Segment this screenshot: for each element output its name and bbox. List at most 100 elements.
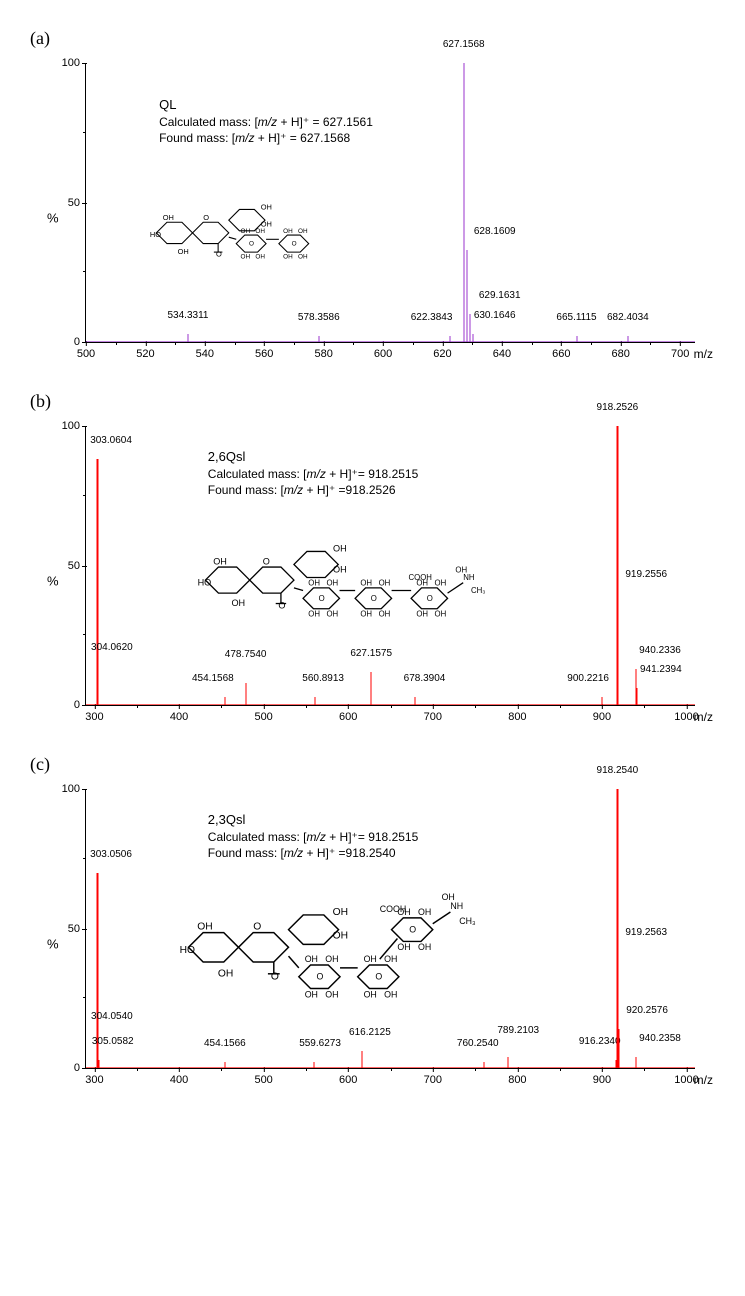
peak-label: 789.2103 [497,1025,539,1036]
x-tick: 900 [593,705,611,723]
x-tick-minor [472,342,473,345]
peak-bar [224,697,225,705]
peak-bar [449,336,450,342]
svg-text:OH: OH [213,557,227,567]
svg-text:OH: OH [379,610,391,619]
x-tick: 700 [424,1068,442,1086]
svg-text:OH: OH [308,610,320,619]
x-tick-minor [221,1068,222,1071]
peak-label: 920.2576 [626,1005,668,1016]
peak-bar [245,683,246,705]
peak-label: 629.1631 [479,290,521,301]
peak-label: 478.7540 [225,649,267,660]
x-tick: 680 [612,342,630,360]
compound-name: 2,3Qsl [208,811,418,829]
y-tick-minor [83,132,86,133]
x-tick: 400 [170,705,188,723]
peak-label: 560.8913 [302,673,344,684]
x-tick-minor [532,342,533,345]
svg-text:OH: OH [305,989,318,999]
x-tick-minor [391,1068,392,1071]
baseline [86,1067,695,1068]
calculated-mass: Calculated mass: [m/z + H]⁺= 918.2515 [208,829,418,845]
x-tick-minor [391,705,392,708]
svg-text:O: O [278,601,285,611]
x-tick-minor [475,705,476,708]
found-mass: Found mass: [m/z + H]⁺ = 627.1568 [159,130,373,146]
x-tick: 700 [671,342,689,360]
x-tick: 500 [254,705,272,723]
svg-text:O: O [291,241,296,248]
peak-label: 304.0540 [91,1011,133,1022]
y-axis-label: % [47,574,59,589]
peak-bar [619,1029,620,1068]
x-tick: 600 [374,342,392,360]
x-tick-minor [591,342,592,345]
svg-text:NH: NH [463,573,474,582]
svg-text:O: O [253,921,261,932]
svg-text:O: O [317,971,324,981]
peak-label: 918.2540 [597,765,639,776]
x-tick: 560 [255,342,273,360]
svg-text:OH: OH [333,544,347,554]
structure-a: HOOHOO OHOHOH OHOH OHOH O OHOH OHOH O [135,169,391,286]
x-tick: 300 [85,705,103,723]
peak-bar [508,1057,509,1068]
svg-text:COOH: COOH [380,904,407,914]
x-tick: 620 [433,342,451,360]
x-tick-minor [137,705,138,708]
structure-b: HOOHOO OHOHOH OHOH OHOH O OHOH OHOH O OH… [159,515,512,632]
peak-label: 454.1566 [204,1038,246,1049]
x-tick: 660 [552,342,570,360]
peak-bar [98,1060,99,1068]
x-tick: 900 [593,1068,611,1086]
x-tick: 400 [170,1068,188,1086]
svg-text:HO: HO [198,578,212,588]
peak-label: 682.4034 [607,312,649,323]
peak-bar [627,336,628,342]
y-tick-minor [83,858,86,859]
svg-text:O: O [371,594,377,603]
peak-label: 900.2216 [567,673,609,684]
svg-text:OH: OH [455,566,467,575]
svg-text:HO: HO [180,945,195,956]
plot-area-a: 0501005005205405605806006206406606807005… [85,63,695,343]
svg-text:COOH: COOH [409,573,432,582]
x-tick-minor [221,705,222,708]
svg-text:O: O [203,213,209,222]
peak-label: 616.2125 [349,1027,391,1038]
svg-text:OH: OH [435,610,447,619]
peak-bar [224,1062,225,1068]
x-tick-minor [116,342,117,345]
svg-text:OH: OH [418,942,431,952]
peak-label: 918.2526 [597,402,639,413]
svg-text:OH: OH [384,989,397,999]
peak-bar [576,336,577,342]
peak-label: 627.1568 [443,39,485,50]
svg-text:O: O [409,924,416,934]
peak-bar [361,1051,362,1068]
y-tick: 100 [62,57,86,69]
svg-text:OH: OH [255,254,265,261]
svg-text:O: O [249,241,254,248]
info-box-a: QLCalculated mass: [m/z + H]⁺ = 627.1561… [159,96,373,146]
x-tick-minor [294,342,295,345]
svg-text:OH: OH [298,254,308,261]
peak-bar [602,697,603,705]
svg-text:OH: OH [327,579,339,588]
svg-text:OH: OH [360,579,372,588]
peak-label: 559.6273 [299,1038,341,1049]
x-tick-minor [644,1068,645,1071]
svg-text:O: O [427,594,433,603]
peak-label: 304.0620 [91,642,133,653]
svg-text:OH: OH [240,254,250,261]
x-tick: 580 [314,342,332,360]
y-tick-minor [83,634,86,635]
peak-label: 940.2358 [639,1033,681,1044]
x-tick: 500 [77,342,95,360]
svg-text:OH: OH [325,954,338,964]
peak-bar [469,314,470,342]
svg-text:OH: OH [435,579,447,588]
peak-bar [618,593,619,705]
svg-text:O: O [319,594,325,603]
